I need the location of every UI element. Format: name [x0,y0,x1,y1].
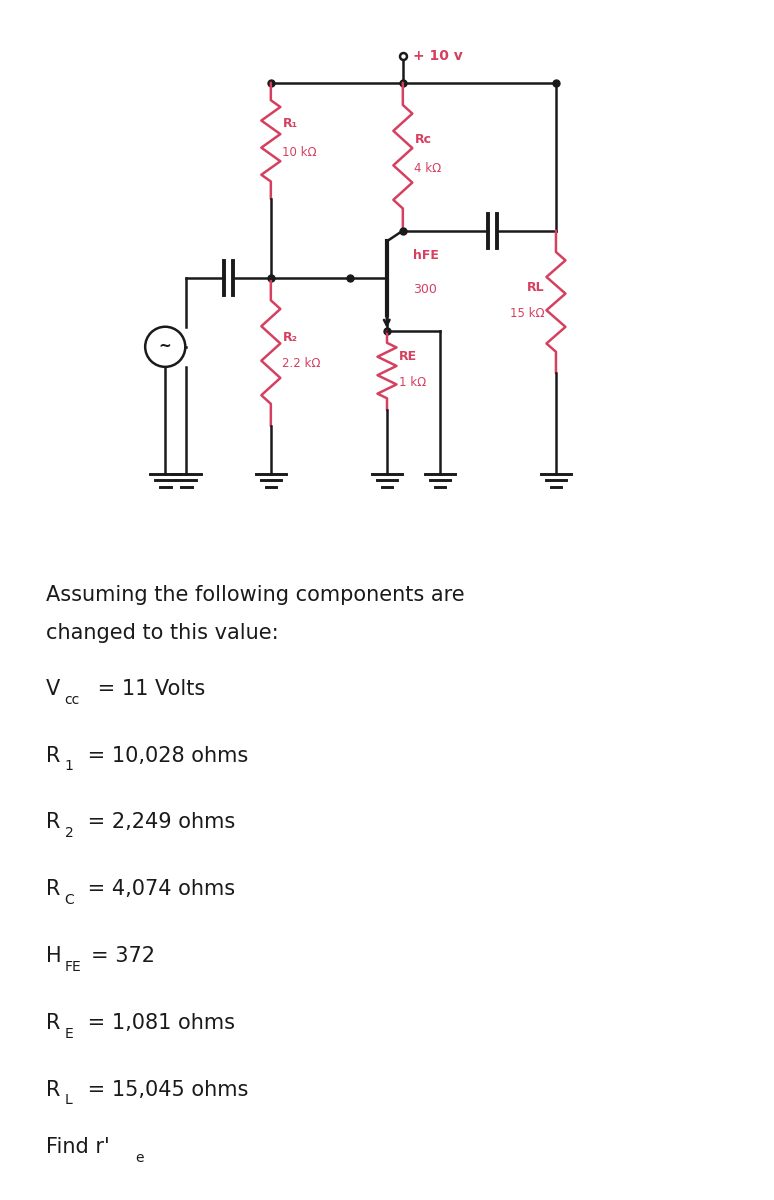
Text: R: R [46,812,60,833]
Text: hFE: hFE [413,250,440,263]
Text: H: H [46,946,61,966]
Text: 1: 1 [64,760,74,774]
Text: R₁: R₁ [283,118,297,131]
Text: E: E [64,1026,74,1040]
Text: Assuming the following components are: Assuming the following components are [46,586,464,605]
Text: 10 kΩ: 10 kΩ [283,146,317,160]
Text: = 1,081 ohms: = 1,081 ohms [80,1013,235,1033]
Text: 1 kΩ: 1 kΩ [399,376,426,389]
Text: Rc: Rc [414,133,431,146]
Text: L: L [64,1093,72,1108]
Text: = 4,074 ohms: = 4,074 ohms [80,880,235,899]
Text: Find r': Find r' [46,1136,109,1157]
Text: R: R [46,1080,60,1099]
Text: = 372: = 372 [91,946,155,966]
Text: = 10,028 ohms: = 10,028 ohms [80,745,248,766]
Text: RE: RE [399,349,416,362]
Text: = 11 Volts: = 11 Volts [91,679,205,698]
Text: 2: 2 [64,827,74,840]
Text: R: R [46,1013,60,1033]
Text: 4 kΩ: 4 kΩ [414,162,442,175]
Text: C: C [64,893,74,907]
Text: changed to this value:: changed to this value: [46,623,278,643]
Text: ~: ~ [159,340,172,354]
Text: cc: cc [64,692,80,707]
Text: R: R [46,880,60,899]
Text: V: V [46,679,60,698]
Text: RL: RL [527,281,544,294]
Text: = 2,249 ohms: = 2,249 ohms [80,812,235,833]
Text: R: R [46,745,60,766]
Text: = 15,045 ohms: = 15,045 ohms [80,1080,248,1099]
Text: + 10 v: + 10 v [413,49,463,64]
Text: 15 kΩ: 15 kΩ [510,307,544,320]
Text: e: e [135,1151,144,1165]
Text: FE: FE [64,960,81,973]
Text: 2.2 kΩ: 2.2 kΩ [283,358,321,371]
Text: 300: 300 [413,283,437,296]
Text: R₂: R₂ [283,331,297,344]
